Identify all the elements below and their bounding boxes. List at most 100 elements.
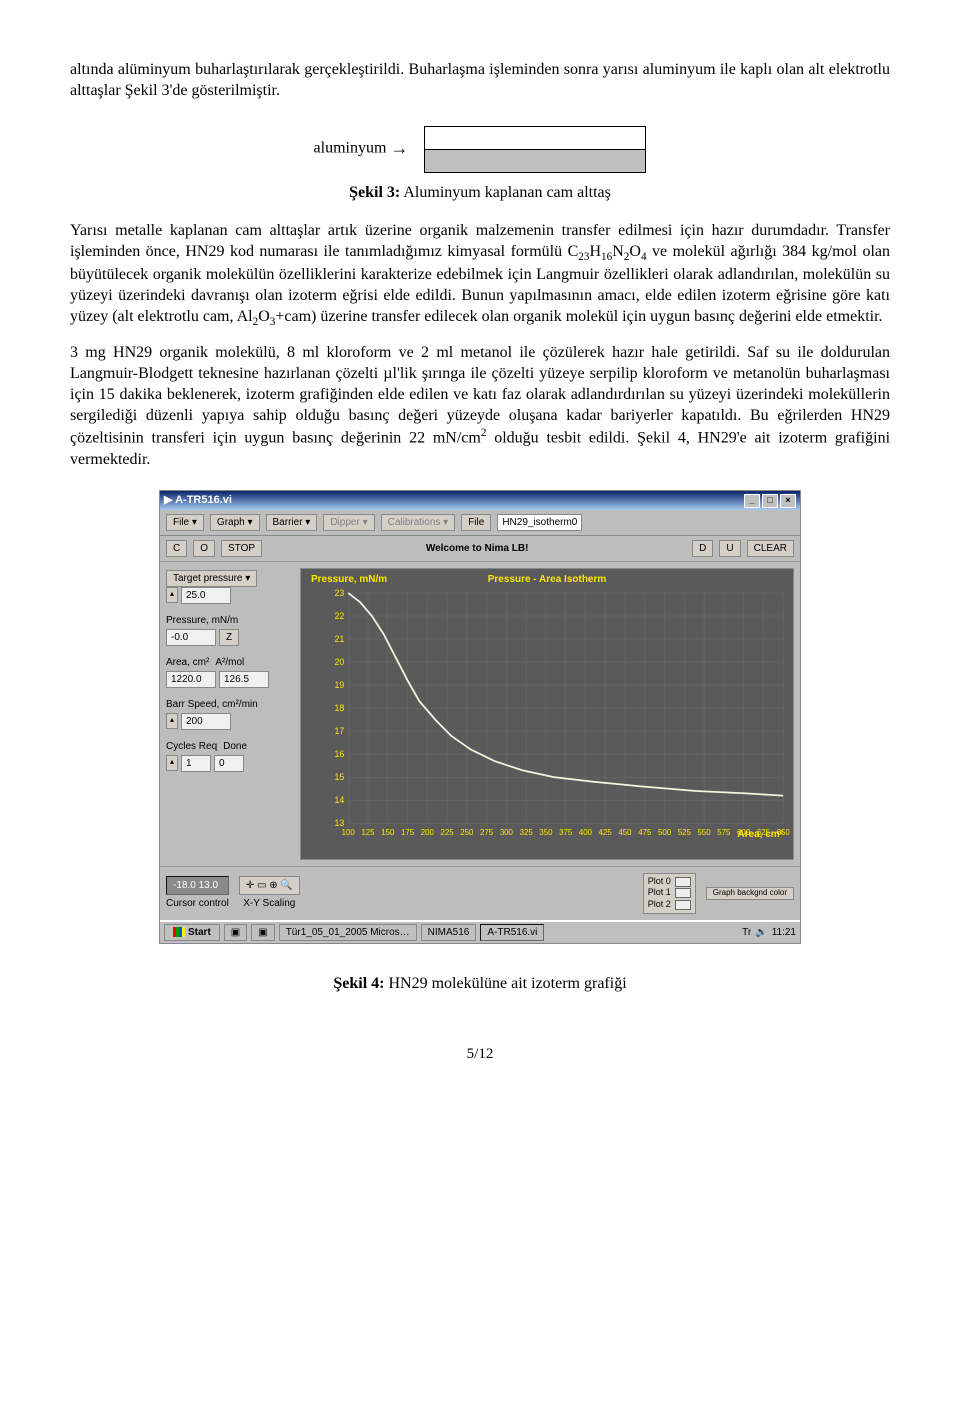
arrow-right-icon: → [390,137,408,160]
legend-swatch [675,877,691,887]
taskbar-item[interactable]: Tür1_05_01_2005 Micros… [279,924,417,941]
graph-bg-button[interactable]: Graph backgnd color [706,887,794,900]
svg-text:575: 575 [717,828,731,837]
stepper-icon[interactable]: ▴ [166,713,178,729]
pressure-panel: Pressure, mN/m -0.0 Z [166,612,294,648]
subscript: 23 [578,251,589,263]
taskbar-item-active[interactable]: A-TR516.vi [480,924,544,941]
maximize-icon[interactable]: □ [762,494,778,508]
d-button[interactable]: D [692,540,713,557]
svg-text:450: 450 [618,828,632,837]
subscript: 2 [624,251,630,263]
c-button[interactable]: C [166,540,187,557]
svg-text:525: 525 [678,828,692,837]
system-tray: Tr 🔊 11:21 [742,926,796,939]
cycles-req-label: Cycles Req [166,740,217,753]
u-button[interactable]: U [719,540,740,557]
svg-text:600: 600 [737,828,751,837]
minimize-icon[interactable]: _ [744,494,760,508]
svg-text:550: 550 [698,828,712,837]
svg-text:500: 500 [658,828,672,837]
bottom-toolbar: -18.0 13.0 Cursor control ✛ ▭ ⊕ 🔍 X-Y Sc… [160,866,800,920]
amol-value: 126.5 [219,671,269,688]
caption-prefix: Şekil 3: [349,184,400,201]
stop-button[interactable]: STOP [221,540,262,557]
target-pressure-value[interactable]: 25.0 [181,587,231,604]
windows-logo-icon [173,927,185,937]
area-panel: Area, cm² A²/mol 1220.0 126.5 [166,654,294,690]
cycles-panel: Cycles Req Done ▴ 1 0 [166,738,294,774]
subscript: 2 [253,316,259,328]
chart-area: Pressure, mN/m Pressure - Area Isotherm … [300,568,794,860]
svg-text:300: 300 [500,828,514,837]
svg-text:15: 15 [334,772,344,782]
tray-icon[interactable]: 🔊 [755,926,767,939]
close-icon[interactable]: × [780,494,796,508]
svg-text:375: 375 [559,828,573,837]
app-body: Target pressure ▾ ▴ 25.0 Pressure, mN/m … [160,562,800,866]
aluminyum-text: aluminyum [314,140,387,157]
plot0-label: Plot 0 [648,876,671,888]
quicklaunch-icon[interactable]: ▣ [224,924,247,941]
page-number: 5/12 [70,1045,890,1065]
target-pressure-panel: Target pressure ▾ ▴ 25.0 [166,568,294,606]
svg-text:200: 200 [421,828,435,837]
menu-file[interactable]: File ▾ [166,514,204,531]
svg-text:250: 250 [460,828,474,837]
window-title-text: A-TR516.vi [175,494,232,506]
clock: 11:21 [772,926,796,939]
area-value: 1220.0 [166,671,216,688]
cursor-readout: -18.0 13.0 [166,876,229,895]
caption-prefix: Şekil 4: [333,975,384,992]
pressure-label: Pressure, mN/m [166,614,294,627]
substrate-top [425,127,645,150]
svg-text:275: 275 [480,828,494,837]
svg-text:400: 400 [579,828,593,837]
svg-text:19: 19 [334,680,344,690]
filename-field[interactable]: HN29_isotherm0 [497,514,582,531]
isotherm-chart: 1314151617181920212223100125150175200225… [301,569,793,859]
menu-file-2[interactable]: File [461,514,491,531]
xy-scaling-box[interactable]: ✛ ▭ ⊕ 🔍 [239,876,300,895]
caption-text: HN29 molekülüne ait izoterm grafiği [384,975,626,992]
svg-text:425: 425 [599,828,613,837]
quicklaunch-icon[interactable]: ▣ [251,924,274,941]
taskbar-item[interactable]: NIMA516 [421,924,477,941]
tray-icon[interactable]: Tr [742,926,751,939]
z-button[interactable]: Z [219,629,239,646]
svg-text:650: 650 [777,828,791,837]
start-button[interactable]: Start [164,924,220,941]
menu-dipper[interactable]: Dipper ▾ [323,514,374,531]
menu-calibrations[interactable]: Calibrations ▾ [381,514,456,531]
clear-button[interactable]: CLEAR [747,540,794,557]
cycles-done-label: Done [223,740,247,753]
figure-4-caption: Şekil 4: HN29 molekülüne ait izoterm gra… [70,974,890,995]
svg-text:225: 225 [441,828,455,837]
a-mol-label: A²/mol [215,656,244,669]
plot2-label: Plot 2 [648,899,671,911]
subscript: 16 [601,251,612,263]
stepper-icon[interactable]: ▴ [166,755,178,771]
svg-text:350: 350 [539,828,553,837]
svg-text:16: 16 [334,749,344,759]
barr-speed-value[interactable]: 200 [181,713,231,730]
body-paragraph: altında alüminyum buharlaştırılarak gerç… [70,60,890,102]
cycles-req-value[interactable]: 1 [181,755,211,772]
taskbar: Start ▣ ▣ Tür1_05_01_2005 Micros… NIMA51… [160,920,800,943]
o-button[interactable]: O [193,540,215,557]
svg-text:100: 100 [342,828,356,837]
stepper-icon[interactable]: ▴ [166,587,178,603]
body-paragraph: Yarısı metalle kaplanan cam alttaşlar ar… [70,221,890,329]
target-pressure-dropdown[interactable]: Target pressure ▾ [166,570,257,587]
figure-3-caption: Şekil 3: Aluminyum kaplanan cam alttaş [70,183,890,204]
window-titlebar: ▶ A-TR516.vi _ □ × [160,491,800,509]
barr-speed-panel: Barr Speed, cm²/min ▴ 200 [166,696,294,732]
menu-graph[interactable]: Graph ▾ [210,514,260,531]
svg-text:22: 22 [334,611,344,621]
text-run: +cam) üzerine transfer edilecek olan org… [275,308,882,325]
cursor-control-label: Cursor control [166,897,229,910]
svg-text:175: 175 [401,828,415,837]
menu-barrier[interactable]: Barrier ▾ [266,514,318,531]
svg-text:125: 125 [361,828,375,837]
svg-text:21: 21 [334,634,344,644]
